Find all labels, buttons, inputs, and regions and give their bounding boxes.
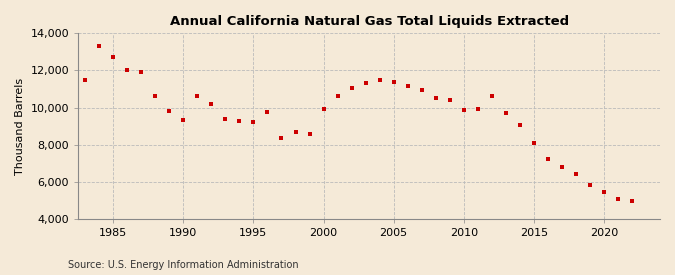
Point <box>262 110 273 114</box>
Point <box>487 93 497 98</box>
Point <box>585 182 595 187</box>
Point <box>514 123 525 127</box>
Point <box>556 165 567 169</box>
Point <box>136 70 146 75</box>
Point <box>94 44 105 48</box>
Point <box>612 196 623 201</box>
Point <box>458 108 469 112</box>
Point <box>220 117 231 121</box>
Point <box>164 109 175 114</box>
Point <box>529 141 539 145</box>
Point <box>346 86 357 90</box>
Point <box>599 190 610 194</box>
Point <box>80 78 90 82</box>
Point <box>543 156 554 161</box>
Point <box>234 118 245 123</box>
Point <box>290 130 301 134</box>
Y-axis label: Thousand Barrels: Thousand Barrels <box>15 78 25 175</box>
Point <box>276 136 287 141</box>
Point <box>332 93 343 98</box>
Point <box>388 79 399 84</box>
Point <box>416 88 427 92</box>
Point <box>178 117 189 122</box>
Point <box>318 106 329 111</box>
Point <box>402 84 413 89</box>
Point <box>304 131 315 136</box>
Point <box>122 68 133 73</box>
Point <box>472 106 483 111</box>
Title: Annual California Natural Gas Total Liquids Extracted: Annual California Natural Gas Total Liqu… <box>169 15 568 28</box>
Point <box>626 199 637 204</box>
Text: Source: U.S. Energy Information Administration: Source: U.S. Energy Information Administ… <box>68 260 298 270</box>
Point <box>192 93 202 98</box>
Point <box>374 78 385 82</box>
Point <box>206 102 217 106</box>
Point <box>500 111 511 115</box>
Point <box>248 120 259 125</box>
Point <box>150 93 161 98</box>
Point <box>430 96 441 100</box>
Point <box>570 172 581 177</box>
Point <box>360 80 371 85</box>
Point <box>444 98 455 102</box>
Point <box>108 55 119 60</box>
